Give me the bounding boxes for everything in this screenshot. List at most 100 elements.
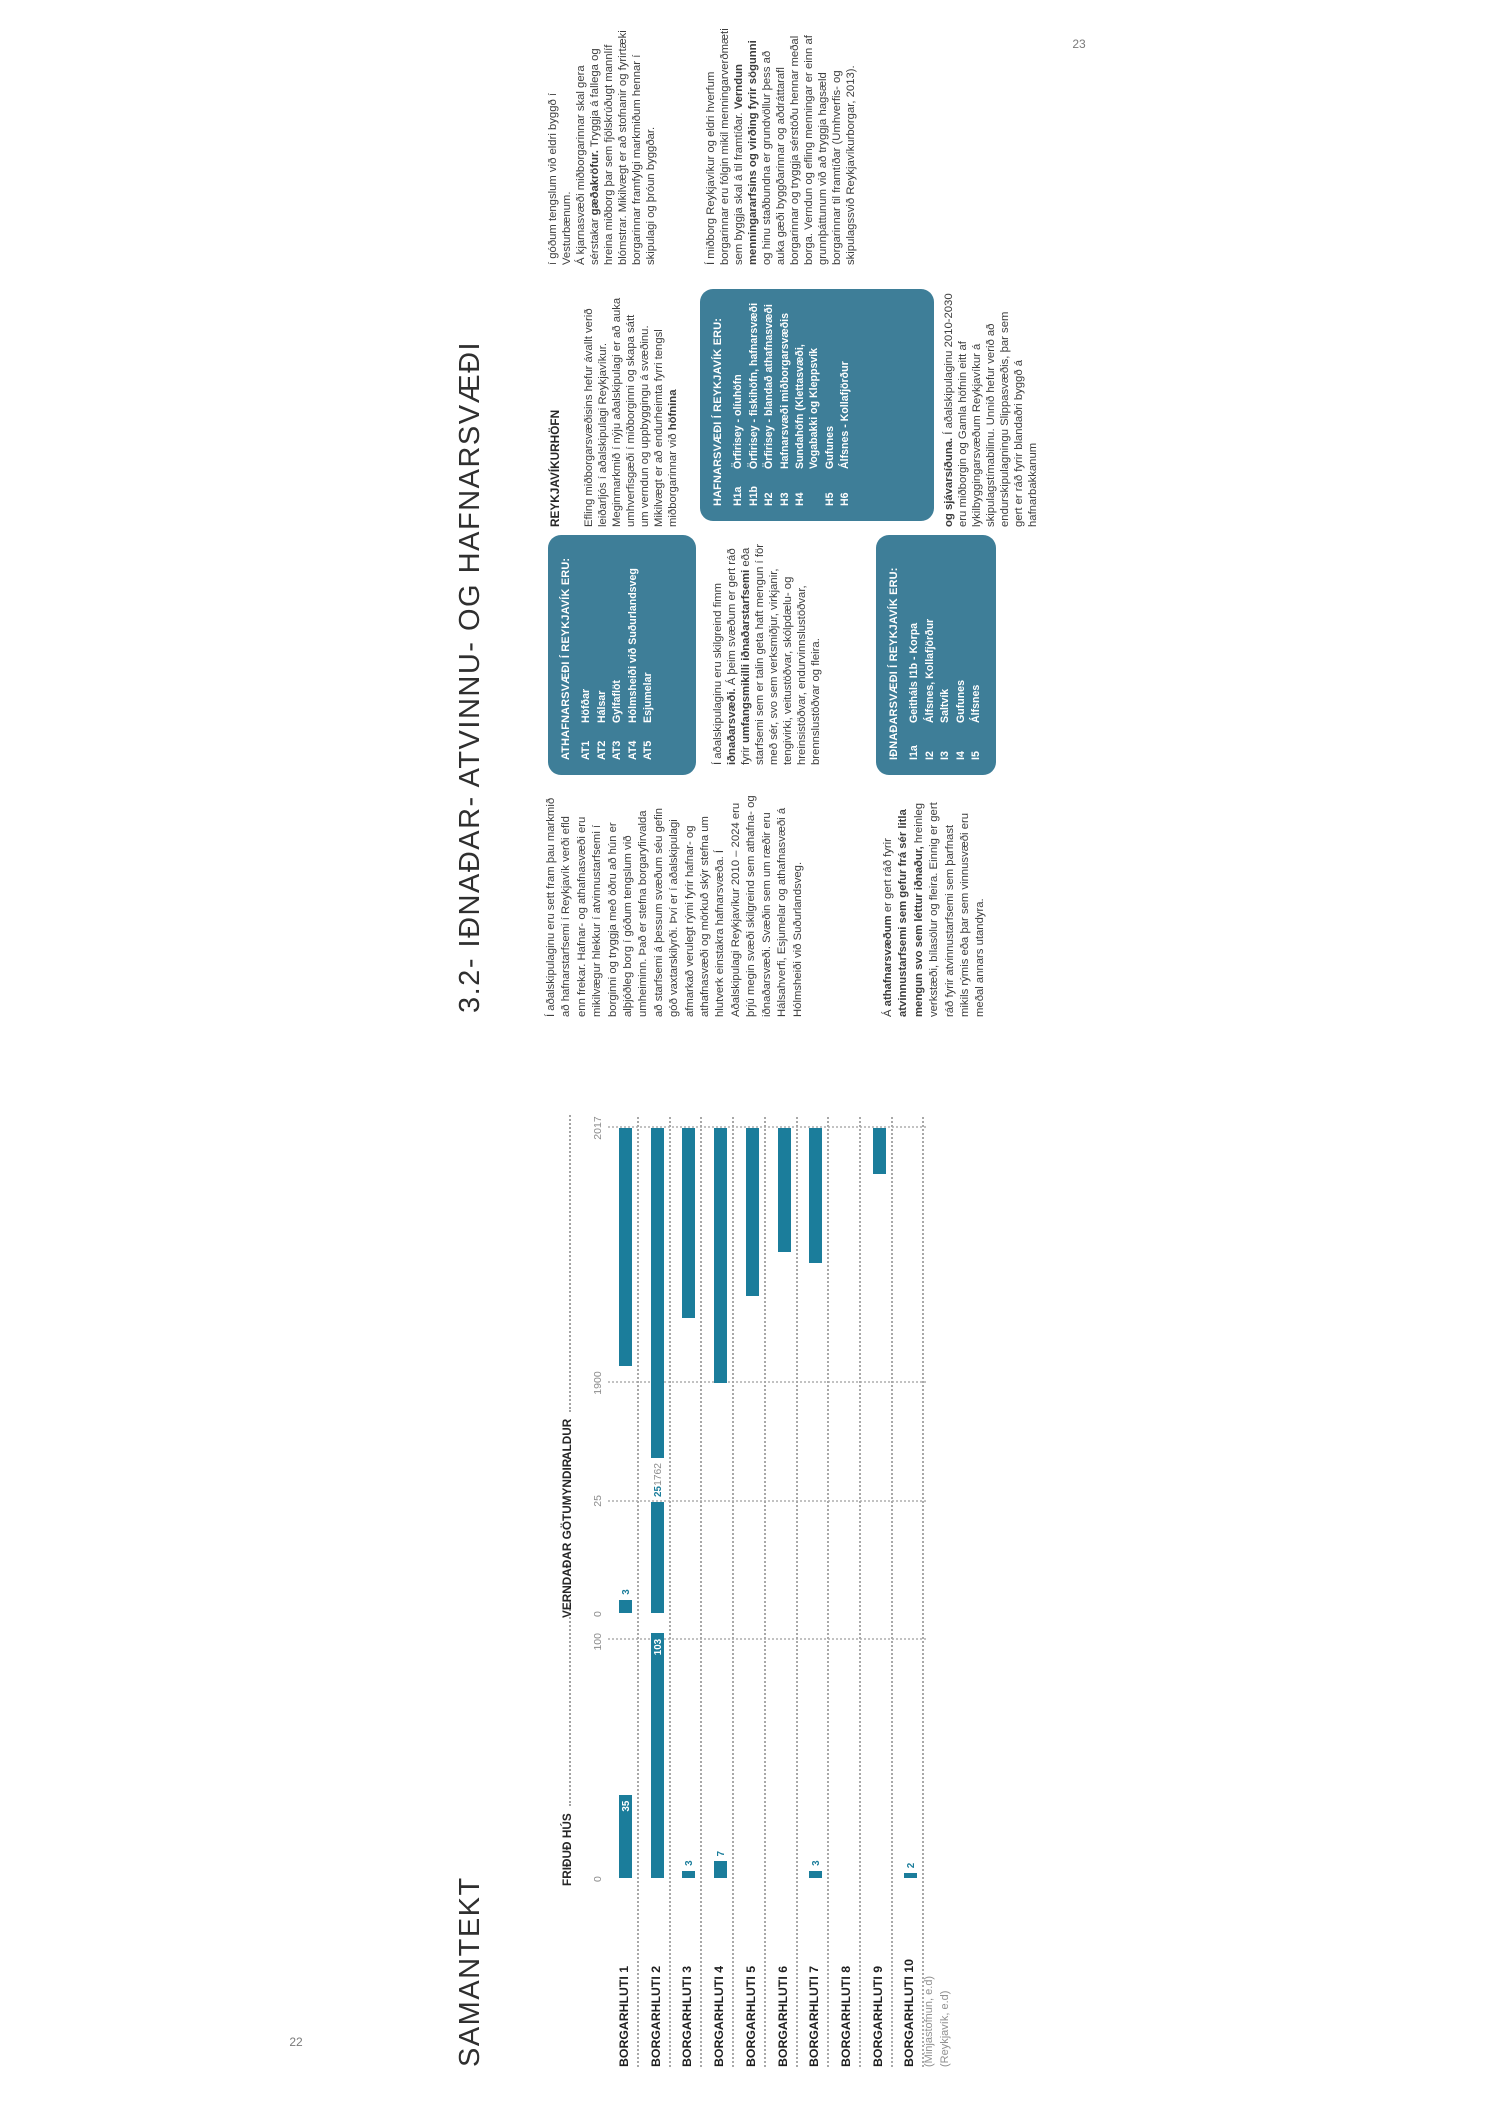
- box-list-item: H6 Álfsnes - Kollafjörður: [839, 302, 853, 506]
- item-name: Örfirisey - blandað athafnasvæði: [763, 304, 776, 469]
- chart-bar: [777, 1127, 791, 1253]
- panel2-title: VERNDAÐAR GÖTUMYNDIR: [560, 1458, 574, 1618]
- chart-value-label: 3: [621, 1589, 632, 1595]
- item-name: Gufunes: [823, 426, 836, 469]
- column-d-paragraph-1: í góðum tengslum við eldri byggð í Vestu…: [546, 27, 658, 265]
- box-list-item: AT2 Hálsar: [596, 548, 610, 760]
- page23-number: 23: [1072, 37, 1086, 51]
- chart-leader-line: [700, 1117, 703, 2067]
- box-list-item: H3 Hafnarsvæði miðborgarsvæðis: [779, 302, 793, 506]
- axis-tick: 0: [592, 1611, 604, 1617]
- column-d-paragraph-1a: í góðum tengslum við eldri byggð í Vestu…: [547, 92, 573, 265]
- item-name: Álfsnes - Kollafjörður: [839, 361, 852, 469]
- box-list-item: AT4 Hólmsheiði við Suðurlandsveg: [627, 548, 641, 760]
- reykjavikurhofn-heading: REYKJAVÍKURHÖFN: [548, 409, 562, 527]
- chart-bar: [904, 1873, 918, 1878]
- page22-title: SAMANTEKT: [454, 1876, 486, 2067]
- item-code: AT4: [626, 740, 639, 760]
- chart-leader-line: [922, 1117, 925, 2067]
- page22-number: 22: [289, 2035, 303, 2049]
- box-list: AT1 Höfðar AT2 Hálsar AT3 Gylfaflöt AT4 Hólmshe…: [580, 548, 656, 762]
- chart-row-label: BORGARHLUTI 8: [838, 1965, 853, 2067]
- box-list-item: H2 Örfirisey - blandað athafnasvæði: [763, 302, 777, 506]
- chart-row-label: BORGARHLUTI 10: [902, 1959, 917, 2067]
- column-c-paragraph-2: og sjávarsíðuna. Í aðalskipulaginu 2010-…: [943, 293, 1039, 527]
- chart-bar: [872, 1127, 886, 1174]
- chart-panel-header: FRIÐUÐ HÚS: [558, 1601, 574, 1886]
- item-name: Gufunes: [954, 680, 967, 723]
- chart-leader-line: [858, 1117, 861, 2067]
- box-heading: HAFNARSVÆÐI Í REYKJAVÍK ERU:: [712, 317, 724, 506]
- chart-bar: [650, 1127, 664, 1458]
- axis-tick: 100: [592, 1633, 604, 1651]
- chart-bar: [619, 1599, 632, 1613]
- chart-panel-header: ALDUR: [558, 1115, 574, 1460]
- chart-row-label: BORGARHLUTI 2: [648, 1965, 663, 2067]
- item-name: Hálsar: [595, 690, 608, 723]
- item-code: I3: [939, 751, 952, 760]
- chart-value-label: 2: [906, 1862, 918, 1869]
- box-list-item: I3 Saltvík: [939, 548, 953, 760]
- source-footnote: (Minjastofnun, e.d) (Reykjavík, e.d): [922, 1976, 953, 2067]
- item-name: Hólmsheiði við Suðurlandsveg: [626, 568, 639, 723]
- page23-title: 3.2- IÐNAÐAR- ATVINNU- OG HAFNARSVÆÐI: [454, 340, 486, 1013]
- chart-leader-line: [732, 1117, 735, 2067]
- box-list-item: AT3 Gylfaflöt: [611, 548, 625, 760]
- chart-value-label: 3: [684, 1860, 696, 1866]
- item-name: Örfirisey - olíuhöfn: [732, 374, 744, 469]
- chart-bar: [714, 1861, 728, 1878]
- chart-value-label: 103: [652, 1638, 664, 1656]
- box-list-item: AT5 Esjumelar: [642, 548, 656, 760]
- column-a-paragraph-2: Á athafnarsvæðum er gert ráð fyrir atvin…: [882, 802, 987, 1017]
- chart-leader-line: [795, 1117, 798, 2067]
- chart-bar: [682, 1870, 696, 1878]
- item-name: Geitháls I1b - Korpa: [908, 622, 920, 723]
- chart-row-label: BORGARHLUTI 7: [807, 1965, 822, 2067]
- item-code: AT5: [642, 740, 655, 760]
- panel3-title: ALDUR: [560, 1418, 574, 1460]
- chart-row-label: BORGARHLUTI 6: [775, 1965, 790, 2067]
- item-name: Örfirisey - fiskihöfn, hafnarsvæði: [747, 302, 760, 469]
- item-name: Álfsnes, Kollafjörður: [923, 618, 936, 723]
- footnote-line: (Reykjavík, e.d): [938, 1990, 951, 2067]
- chart-panel-header: VERNDAÐAR GÖTUMYNDIR: [558, 1452, 574, 1618]
- chart-bar: [809, 1127, 823, 1264]
- item-code: H5: [823, 492, 836, 506]
- chart-leader-line: [637, 1117, 639, 2067]
- dotted-rule: [569, 1115, 571, 1412]
- chart-bar: [619, 1127, 632, 1366]
- chart-leader-line: [763, 1117, 766, 2067]
- item-code: H1b: [747, 485, 760, 506]
- box-list: I1a Geitháls I1b - Korpa I2 Álfsnes, Kollaf…: [908, 548, 984, 762]
- item-name: Gylfaflöt: [611, 680, 624, 723]
- item-code: H2: [763, 492, 776, 506]
- item-name: Álfsnes: [970, 684, 983, 723]
- footnote-line: (Minjastofnun, e.d): [923, 1975, 935, 2067]
- chart-leader-line: [668, 1117, 671, 2067]
- chart-row-label: BORGARHLUTI 9: [870, 1965, 885, 2067]
- item-name: Saltvík: [939, 688, 952, 723]
- box-list-item: I4 Gufunes: [955, 548, 969, 760]
- chart-leader-line: [827, 1117, 830, 2067]
- idnadarsvaedi-box: IÐNAÐARSVÆÐI Í REYKJAVÍK ERU: I1a Geithál…: [876, 535, 996, 775]
- box-list-item: H1a Örfirisey - olíuhöfn: [732, 302, 746, 506]
- box-list-item: AT1 Höfðar: [580, 548, 594, 760]
- box-list-item: I5 Álfsnes: [970, 548, 984, 760]
- chart-value-label: 7: [716, 1850, 728, 1857]
- chart-row-label: BORGARHLUTI 1: [617, 1965, 631, 2067]
- axis-tick: 1900: [592, 1371, 604, 1395]
- item-name: Hafnarsvæði miðborgarsvæðis: [778, 312, 791, 469]
- item-code: I2: [923, 751, 936, 760]
- item-code: AT2: [595, 740, 608, 760]
- item-code: H6: [839, 492, 852, 506]
- box-list-item: I2 Álfsnes, Kollafjörður: [924, 548, 938, 760]
- item-code: I4: [954, 751, 967, 760]
- chart-bar: [682, 1127, 696, 1318]
- column-d-paragraph-1b: Á kjarnasvæði miðborgarinnar skal gera s…: [575, 30, 657, 265]
- item-code: H1a: [732, 486, 744, 506]
- chart-bar: [650, 1502, 664, 1613]
- axis-tick: 2017: [592, 1116, 604, 1140]
- dotted-rule: [569, 1601, 571, 1807]
